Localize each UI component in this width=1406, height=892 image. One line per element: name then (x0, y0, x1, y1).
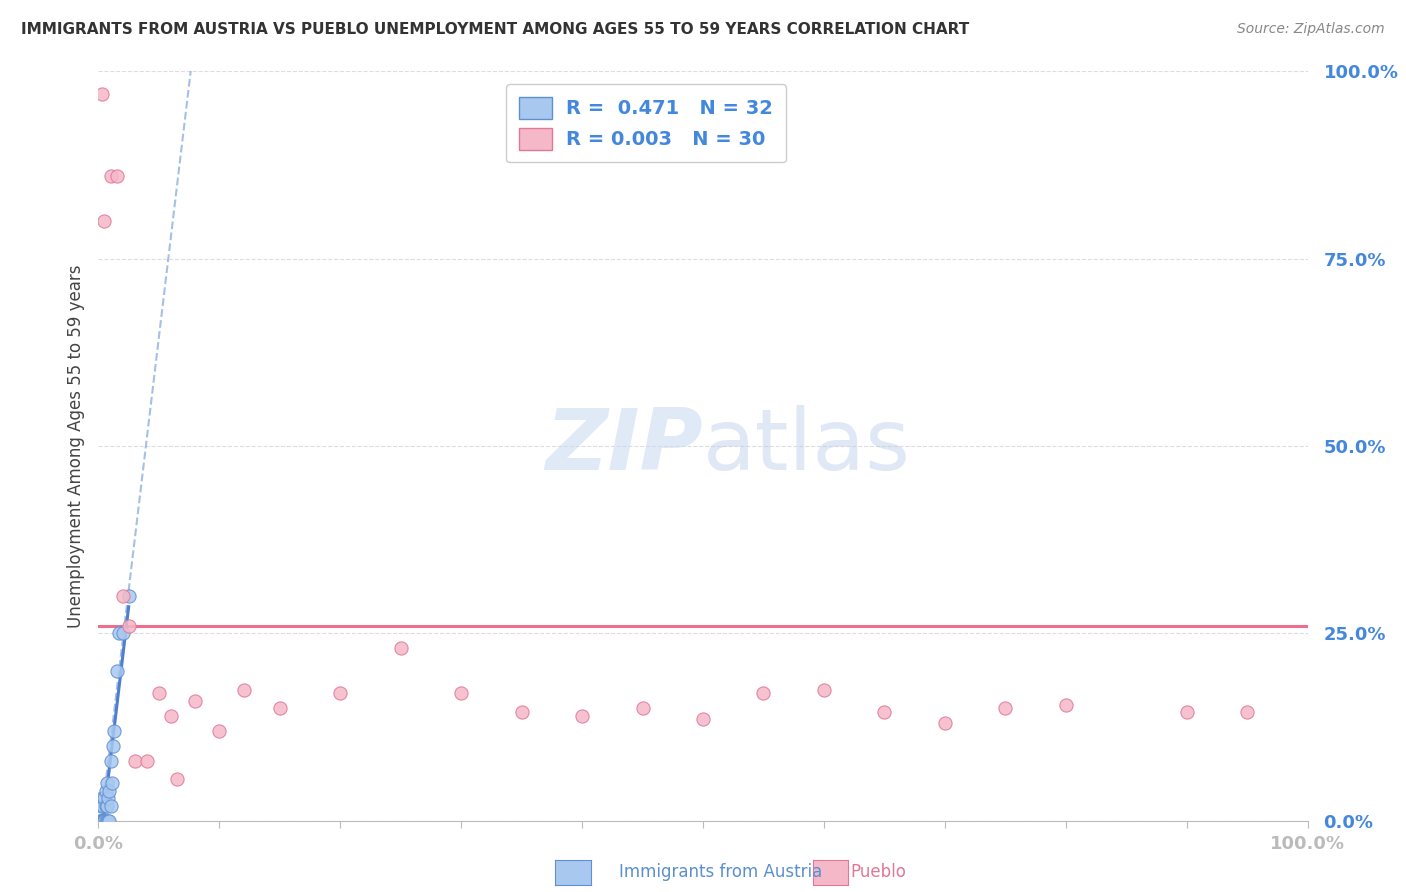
Point (105, 169, 128, 184)
Point (103, 723, 125, 738)
Point (91, 814, 114, 828)
Point (108, 626, 131, 640)
Point (813, 682, 835, 697)
Text: Source: ZipAtlas.com: Source: ZipAtlas.com (1237, 22, 1385, 37)
Point (96, 798, 118, 813)
Point (510, 705, 533, 719)
Point (269, 701, 291, 715)
Point (934, 716, 956, 731)
Point (232, 682, 254, 697)
Point (111, 589, 134, 603)
Point (96, 776, 118, 790)
Point (124, 754, 146, 768)
Point (105, 664, 128, 678)
Point (94, 814, 117, 828)
Point (118, 619, 141, 633)
Point (89, 814, 111, 828)
Point (100, 776, 122, 790)
Point (91, 87, 114, 101)
Point (93, 814, 115, 828)
Point (631, 701, 654, 715)
Point (98, 814, 121, 828)
Point (208, 723, 231, 738)
Point (329, 686, 352, 700)
Point (93, 214, 115, 228)
Point (692, 713, 714, 727)
Point (873, 705, 896, 719)
Point (571, 708, 593, 723)
Text: Immigrants from Austria: Immigrants from Austria (619, 863, 823, 881)
Point (450, 686, 472, 700)
Point (91, 814, 114, 828)
Point (91, 814, 114, 828)
Point (160, 708, 183, 723)
Point (148, 686, 170, 700)
Point (1236, 705, 1258, 719)
Point (166, 772, 188, 787)
Point (118, 589, 141, 603)
Point (135, 754, 157, 768)
Text: Pueblo: Pueblo (851, 863, 907, 881)
Point (93, 814, 115, 828)
Point (101, 739, 124, 753)
Y-axis label: Unemployment Among Ages 55 to 59 years: Unemployment Among Ages 55 to 59 years (66, 264, 84, 628)
Text: atlas: atlas (703, 404, 911, 488)
Point (89, 814, 111, 828)
Point (1054, 698, 1077, 712)
Text: IMMIGRANTS FROM AUSTRIA VS PUEBLO UNEMPLOYMENT AMONG AGES 55 TO 59 YEARS CORRELA: IMMIGRANTS FROM AUSTRIA VS PUEBLO UNEMPL… (21, 22, 969, 37)
Point (184, 694, 207, 708)
Point (91, 814, 114, 828)
Point (100, 169, 122, 184)
Point (98, 783, 121, 797)
Point (96, 814, 118, 828)
Point (1175, 705, 1198, 719)
Point (389, 641, 412, 656)
Point (91, 791, 114, 805)
Point (90, 814, 112, 828)
Point (91, 798, 114, 813)
Point (100, 798, 122, 813)
Point (90, 798, 112, 813)
Point (94, 798, 117, 813)
Point (100, 754, 122, 768)
Point (111, 626, 134, 640)
Point (752, 686, 775, 700)
Point (994, 701, 1017, 715)
Point (97, 791, 120, 805)
Legend: R =  0.471   N = 32, R = 0.003   N = 30: R = 0.471 N = 32, R = 0.003 N = 30 (506, 84, 786, 162)
Point (97, 814, 120, 828)
Point (94, 783, 117, 797)
Text: ZIP: ZIP (546, 404, 703, 488)
Point (93, 791, 115, 805)
